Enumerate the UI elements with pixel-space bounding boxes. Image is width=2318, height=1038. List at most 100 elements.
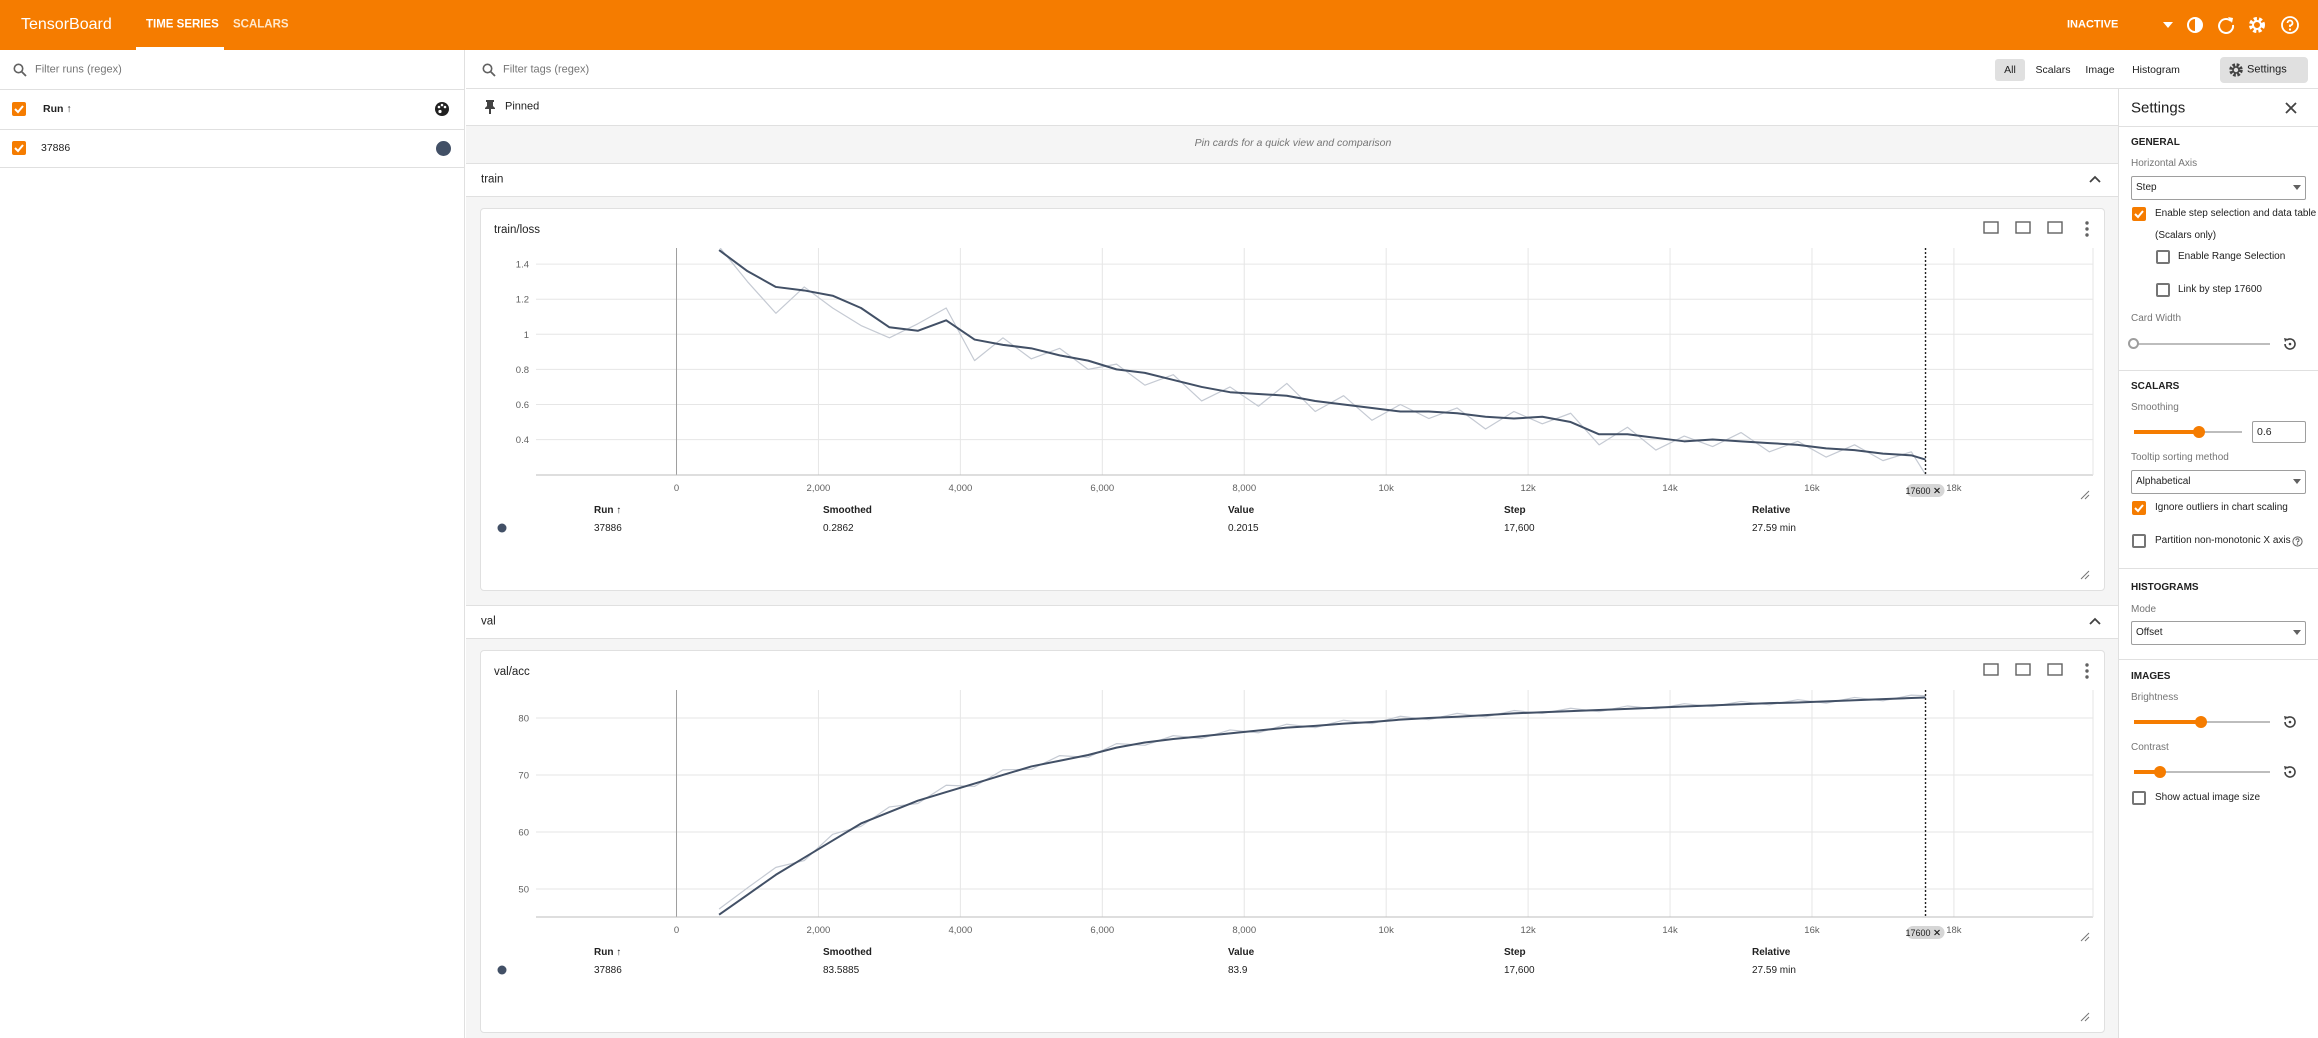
table-cell: 0.2015	[1228, 523, 1259, 534]
slider-fill	[2134, 770, 2160, 774]
help-icon[interactable]	[2292, 536, 2303, 547]
checkbox[interactable]	[12, 102, 26, 116]
smoothing-value[interactable]: 0.6	[2257, 425, 2272, 438]
checkbox-note: (Scalars only)	[2155, 230, 2217, 241]
theme-icon[interactable]	[2185, 15, 2205, 35]
table-cell: 83.9	[1228, 965, 1248, 976]
slider-thumb[interactable]	[2195, 716, 2207, 728]
checkbox[interactable]	[2156, 283, 2170, 297]
card-action[interactable]	[1983, 221, 1999, 234]
field-label: Mode	[2131, 604, 2157, 615]
group-header[interactable]	[466, 605, 2118, 639]
reset-icon[interactable]	[2282, 336, 2298, 352]
x-tick-label: 8,000	[1232, 925, 1256, 936]
checkbox[interactable]	[2132, 207, 2146, 221]
chart-title: train/loss	[494, 224, 540, 236]
step-chip-label: 17600	[1905, 928, 1930, 938]
step-chip[interactable]	[1906, 926, 1945, 939]
tags-filter[interactable]: Filter tags (regex)	[503, 63, 590, 76]
smoothing-input[interactable]	[2252, 421, 2306, 443]
dropdown-caret[interactable]	[2162, 20, 2174, 30]
settings-button-label[interactable]: Settings	[2247, 63, 2287, 76]
y-tick-label: 0.6	[516, 400, 529, 411]
settings-title: Settings	[2131, 99, 2186, 117]
type-filter[interactable]: All	[1995, 59, 2025, 81]
type-filter[interactable]: Histogram	[2132, 64, 2180, 76]
tab[interactable]: TIME SERIES	[146, 18, 219, 31]
table-cell: 27.59 min	[1752, 523, 1796, 534]
group-name: train	[481, 173, 504, 186]
x-tick-label: 18k	[1946, 925, 1962, 936]
card-action[interactable]	[2015, 221, 2031, 234]
slider-thumb[interactable]	[2154, 766, 2166, 778]
x-tick-label: 10k	[1379, 483, 1395, 494]
slider-thumb[interactable]	[2128, 338, 2139, 349]
step-chip-label: 17600	[1905, 486, 1930, 496]
reload-status[interactable]: INACTIVE	[2067, 18, 2119, 31]
tab[interactable]: SCALARS	[233, 18, 289, 31]
reset-icon[interactable]	[2282, 764, 2298, 780]
checkbox[interactable]	[2132, 501, 2146, 515]
checkbox[interactable]	[2156, 250, 2170, 264]
brand: TensorBoard	[21, 16, 112, 33]
select[interactable]	[2131, 621, 2306, 645]
close-icon[interactable]	[2284, 101, 2298, 115]
run-color[interactable]	[436, 141, 451, 156]
pin-icon	[485, 100, 495, 114]
more-icon	[2085, 227, 2089, 231]
divider	[0, 129, 464, 130]
palette-icon[interactable]	[434, 101, 450, 117]
refresh-icon[interactable]	[2216, 15, 2236, 35]
pinned-header	[466, 89, 2118, 126]
type-filter[interactable]: Scalars	[2035, 64, 2071, 76]
checkbox[interactable]	[2132, 791, 2146, 805]
step-chip-close[interactable]	[1934, 929, 1940, 936]
group-header[interactable]	[466, 163, 2118, 197]
resize-handle	[2080, 1012, 2090, 1022]
settings-icon[interactable]	[2247, 15, 2267, 35]
runs-column-header[interactable]: Run ↑	[43, 102, 72, 115]
select[interactable]	[2131, 176, 2306, 200]
type-filter[interactable]: Image	[2085, 64, 2115, 76]
step-chip[interactable]	[1906, 484, 1945, 497]
settings-button[interactable]	[2220, 57, 2308, 83]
checkbox-label: Ignore outliers in chart scaling	[2155, 502, 2288, 513]
slider-track[interactable]	[2134, 343, 2270, 345]
table-header: Relative	[1752, 947, 1791, 958]
card-action[interactable]	[2047, 221, 2063, 234]
checkbox[interactable]	[2132, 534, 2146, 548]
card-action[interactable]	[2015, 663, 2031, 676]
field-label: Tooltip sorting method	[2131, 452, 2229, 463]
table-cell: 37886	[594, 523, 622, 534]
reset-icon[interactable]	[2282, 714, 2298, 730]
collapse-icon[interactable]	[2089, 174, 2101, 184]
help-icon[interactable]	[2280, 15, 2300, 35]
resize-handle	[2080, 570, 2090, 580]
select-caret	[2293, 479, 2301, 484]
select[interactable]	[2131, 470, 2306, 494]
y-tick-label: 1	[524, 330, 529, 341]
checkbox[interactable]	[12, 141, 26, 155]
resize-handle	[2080, 932, 2090, 942]
field-label: Smoothing	[2131, 402, 2179, 413]
y-tick-label: 70	[518, 770, 529, 781]
collapse-icon[interactable]	[2089, 616, 2101, 626]
select-caret	[2293, 630, 2301, 635]
more-icon	[2085, 233, 2089, 237]
runs-panel	[0, 50, 465, 1038]
resize-handle	[2080, 490, 2090, 500]
smoothed-line	[718, 249, 1926, 461]
checkbox-label: Enable step selection and data table	[2155, 208, 2317, 219]
smoothed-line	[718, 696, 1926, 916]
step-chip-close[interactable]	[1934, 487, 1940, 494]
runs-filter[interactable]: Filter runs (regex)	[35, 63, 122, 76]
card-action[interactable]	[2047, 663, 2063, 676]
y-tick-label: 0.8	[516, 365, 529, 376]
more-icon	[2085, 669, 2089, 673]
slider-track[interactable]	[2134, 771, 2270, 773]
x-tick-label: 10k	[1379, 925, 1395, 936]
card-action[interactable]	[1983, 663, 1999, 676]
divider	[2118, 659, 2318, 660]
slider-thumb[interactable]	[2192, 426, 2205, 438]
y-tick-label: 0.4	[516, 435, 529, 446]
